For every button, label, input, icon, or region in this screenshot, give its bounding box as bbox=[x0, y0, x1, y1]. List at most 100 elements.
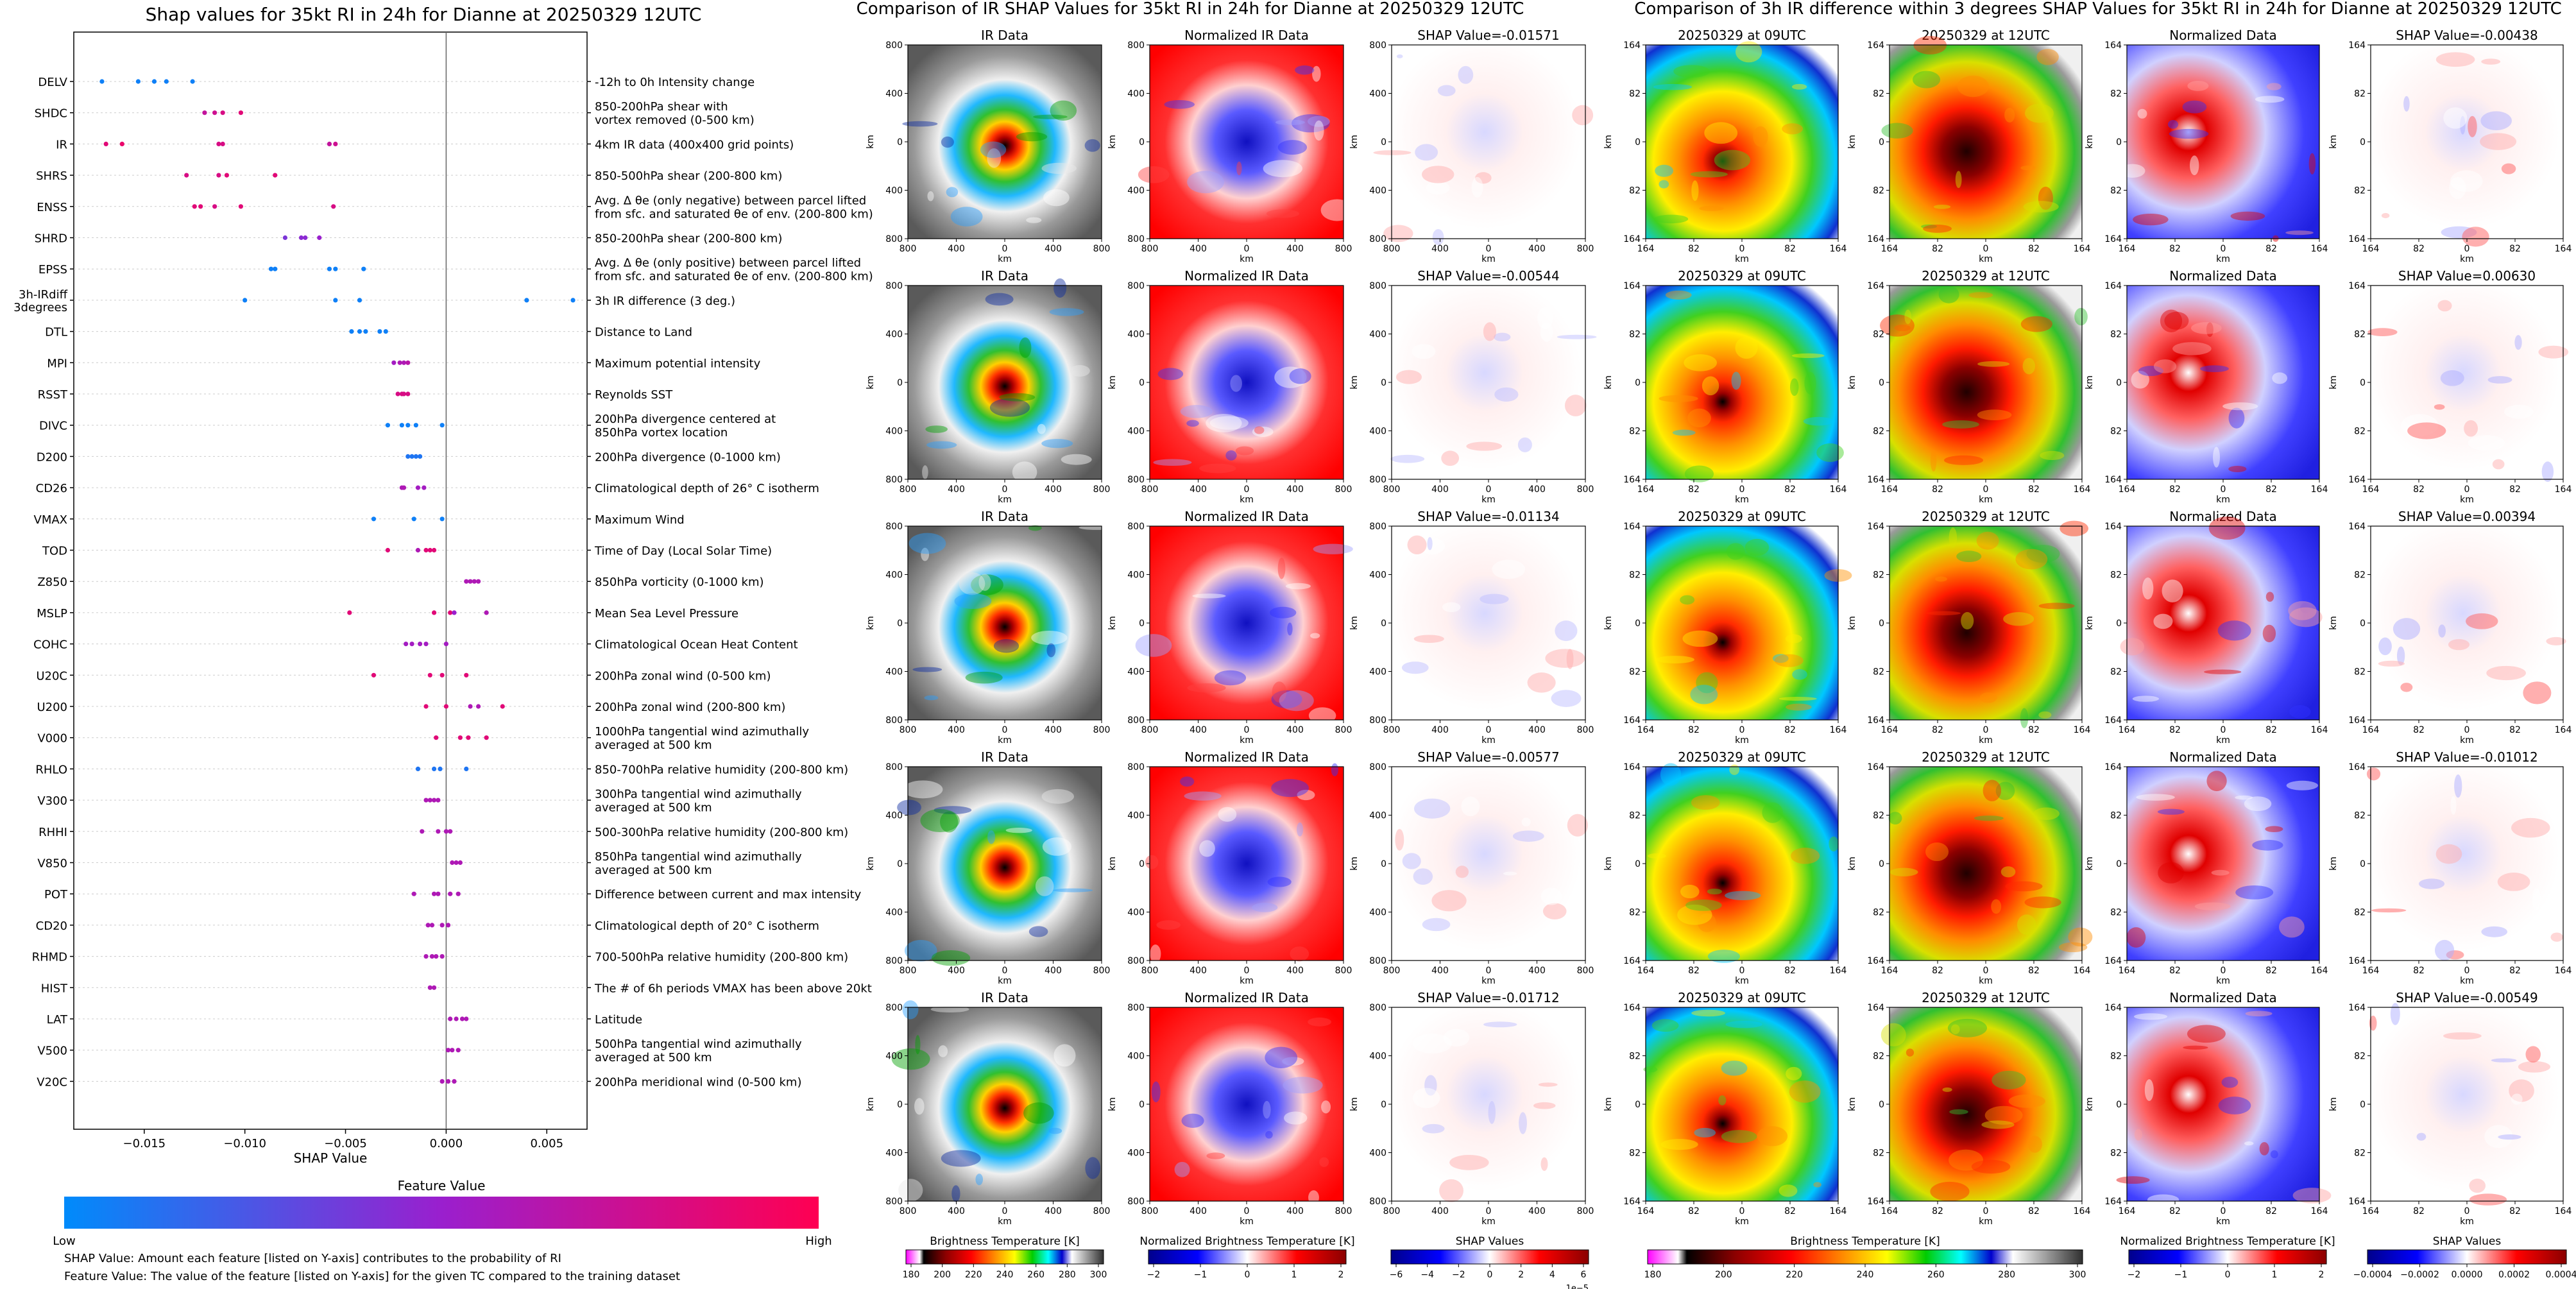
shap-point bbox=[405, 454, 411, 459]
texture-blob bbox=[941, 1150, 981, 1167]
panel-y-tick-label: 400 bbox=[1369, 186, 1386, 196]
texture-blob bbox=[941, 136, 954, 148]
feature-code-label: COHC bbox=[33, 638, 67, 652]
shap-point bbox=[423, 547, 429, 553]
shap-point bbox=[466, 735, 471, 740]
texture-blob bbox=[2206, 771, 2227, 792]
shap-point bbox=[445, 1079, 451, 1084]
texture-blob bbox=[1977, 361, 2010, 367]
texture-blob bbox=[2480, 111, 2512, 131]
panel-y-tick-label: 164 bbox=[1623, 475, 1641, 485]
texture-blob bbox=[978, 574, 991, 591]
panel-x-tick-label: 164 bbox=[1637, 1206, 1655, 1216]
texture-blob bbox=[1968, 292, 1993, 298]
texture-blob bbox=[1979, 692, 1997, 703]
panel-y-tick-label: 82 bbox=[1873, 330, 1884, 340]
image-panel: SHAP Value=-0.00577800800400400004004008… bbox=[1349, 749, 1594, 986]
shap-point bbox=[454, 860, 459, 866]
panel-y-tick-label: 800 bbox=[1127, 715, 1145, 726]
colorbar: Normalized Brightness Temperature [K] −2 −… bbox=[1139, 1235, 1354, 1280]
texture-blob bbox=[2538, 1026, 2555, 1043]
feature-code-label: V000 bbox=[37, 732, 67, 746]
panel-y-tick-label: 400 bbox=[1369, 570, 1386, 581]
shap-point bbox=[357, 298, 363, 303]
panel-image bbox=[1889, 767, 2082, 960]
texture-blob bbox=[1572, 105, 1594, 126]
panel-y-tick-label: 800 bbox=[885, 1197, 903, 1207]
texture-blob bbox=[1691, 795, 1720, 810]
texture-blob bbox=[940, 811, 959, 833]
x-tick-label: −0.005 bbox=[324, 1137, 367, 1150]
feature-description: averaged at 500 km bbox=[595, 738, 712, 752]
image-panel: 20250329 at 12UTC1641648282008282164164k… bbox=[1847, 28, 2090, 264]
texture-blob bbox=[2450, 170, 2483, 192]
shap-point bbox=[391, 360, 397, 365]
panel-x-label: km bbox=[1240, 495, 1254, 505]
texture-blob bbox=[931, 950, 971, 966]
colorbar-high-label: High bbox=[805, 1234, 832, 1248]
feature-description: -12h to 0h Intensity change bbox=[595, 76, 755, 89]
panel-x-tick-label: 800 bbox=[1141, 244, 1159, 254]
texture-blob bbox=[1312, 65, 1321, 82]
texture-blob bbox=[2187, 1025, 2226, 1043]
x-tick-label: −0.015 bbox=[123, 1137, 166, 1150]
texture-blob bbox=[2466, 613, 2498, 629]
texture-blob bbox=[2038, 711, 2052, 719]
texture-blob bbox=[1199, 840, 1215, 857]
texture-blob bbox=[1571, 85, 1599, 105]
texture-blob bbox=[1684, 465, 1714, 482]
panel-x-tick-label: 164 bbox=[1881, 966, 1898, 976]
panel-x-label: km bbox=[1735, 1216, 1749, 1227]
feature-row: TOD Time of Day (Local Solar Time) bbox=[42, 545, 772, 558]
panel-y-label: km bbox=[1107, 616, 1118, 630]
panel-y-tick-label: 82 bbox=[1629, 186, 1641, 196]
panel-y-tick-label: 82 bbox=[2110, 811, 2122, 821]
panel-x-tick-label: 164 bbox=[2074, 484, 2091, 495]
texture-blob bbox=[2221, 1077, 2239, 1088]
texture-blob bbox=[1135, 634, 1172, 657]
texture-blob bbox=[1977, 409, 2012, 420]
texture-blob bbox=[946, 187, 959, 198]
texture-blob bbox=[1265, 1046, 1298, 1068]
panel-x-tick-label: 400 bbox=[1190, 1206, 1207, 1216]
texture-blob bbox=[2040, 450, 2065, 461]
shap-point bbox=[268, 266, 274, 271]
texture-blob bbox=[2020, 166, 2036, 171]
colorbar-tick-label: 0.0002 bbox=[2498, 1270, 2530, 1280]
feature-row: CD26 Climatological depth of 26° C isothe… bbox=[36, 482, 819, 495]
shap-point bbox=[452, 610, 457, 615]
texture-blob bbox=[1643, 1066, 1658, 1073]
texture-blob bbox=[1271, 779, 1309, 798]
image-panel: 20250329 at 09UTC1641648282008282164164k… bbox=[1603, 268, 1847, 505]
image-panel: Normalized Data1641648282008282164164kmk… bbox=[2085, 28, 2328, 264]
panel-y-tick-label: 164 bbox=[1623, 715, 1641, 726]
texture-blob bbox=[1297, 822, 1304, 837]
shap-point bbox=[212, 110, 218, 115]
panel-y-tick-label: 82 bbox=[1629, 1052, 1641, 1062]
panel-y-tick-label: 164 bbox=[1623, 40, 1641, 51]
shap-point bbox=[443, 642, 448, 647]
colorbar-gradient bbox=[64, 1197, 819, 1229]
panel-x-label: km bbox=[1735, 495, 1749, 505]
texture-blob bbox=[2468, 435, 2505, 451]
panel-image bbox=[2127, 767, 2319, 960]
feature-description: 3h IR difference (3 deg.) bbox=[595, 295, 735, 308]
feature-code-label: V850 bbox=[37, 857, 67, 871]
texture-blob bbox=[1957, 75, 1989, 98]
texture-blob bbox=[1046, 643, 1056, 658]
texture-blob bbox=[1180, 405, 1213, 418]
colorbar-low-label: Low bbox=[53, 1234, 75, 1248]
panel-y-tick-label: 82 bbox=[2354, 1052, 2366, 1062]
shap-point bbox=[448, 891, 453, 896]
texture-blob bbox=[1181, 1113, 1204, 1128]
colorbar-tick-label: 300 bbox=[1090, 1270, 1107, 1280]
panel-y-tick-label: 82 bbox=[1629, 570, 1641, 581]
panel-x-label: km bbox=[998, 976, 1012, 986]
panel-y-label: km bbox=[1603, 1097, 1614, 1111]
panel-x-tick-label: 82 bbox=[2509, 725, 2521, 735]
shap-point bbox=[431, 798, 437, 803]
texture-blob bbox=[950, 207, 983, 226]
colorbar-tick-label: 240 bbox=[1857, 1270, 1874, 1280]
panel-image bbox=[2127, 1007, 2319, 1201]
shap-point bbox=[423, 704, 429, 709]
